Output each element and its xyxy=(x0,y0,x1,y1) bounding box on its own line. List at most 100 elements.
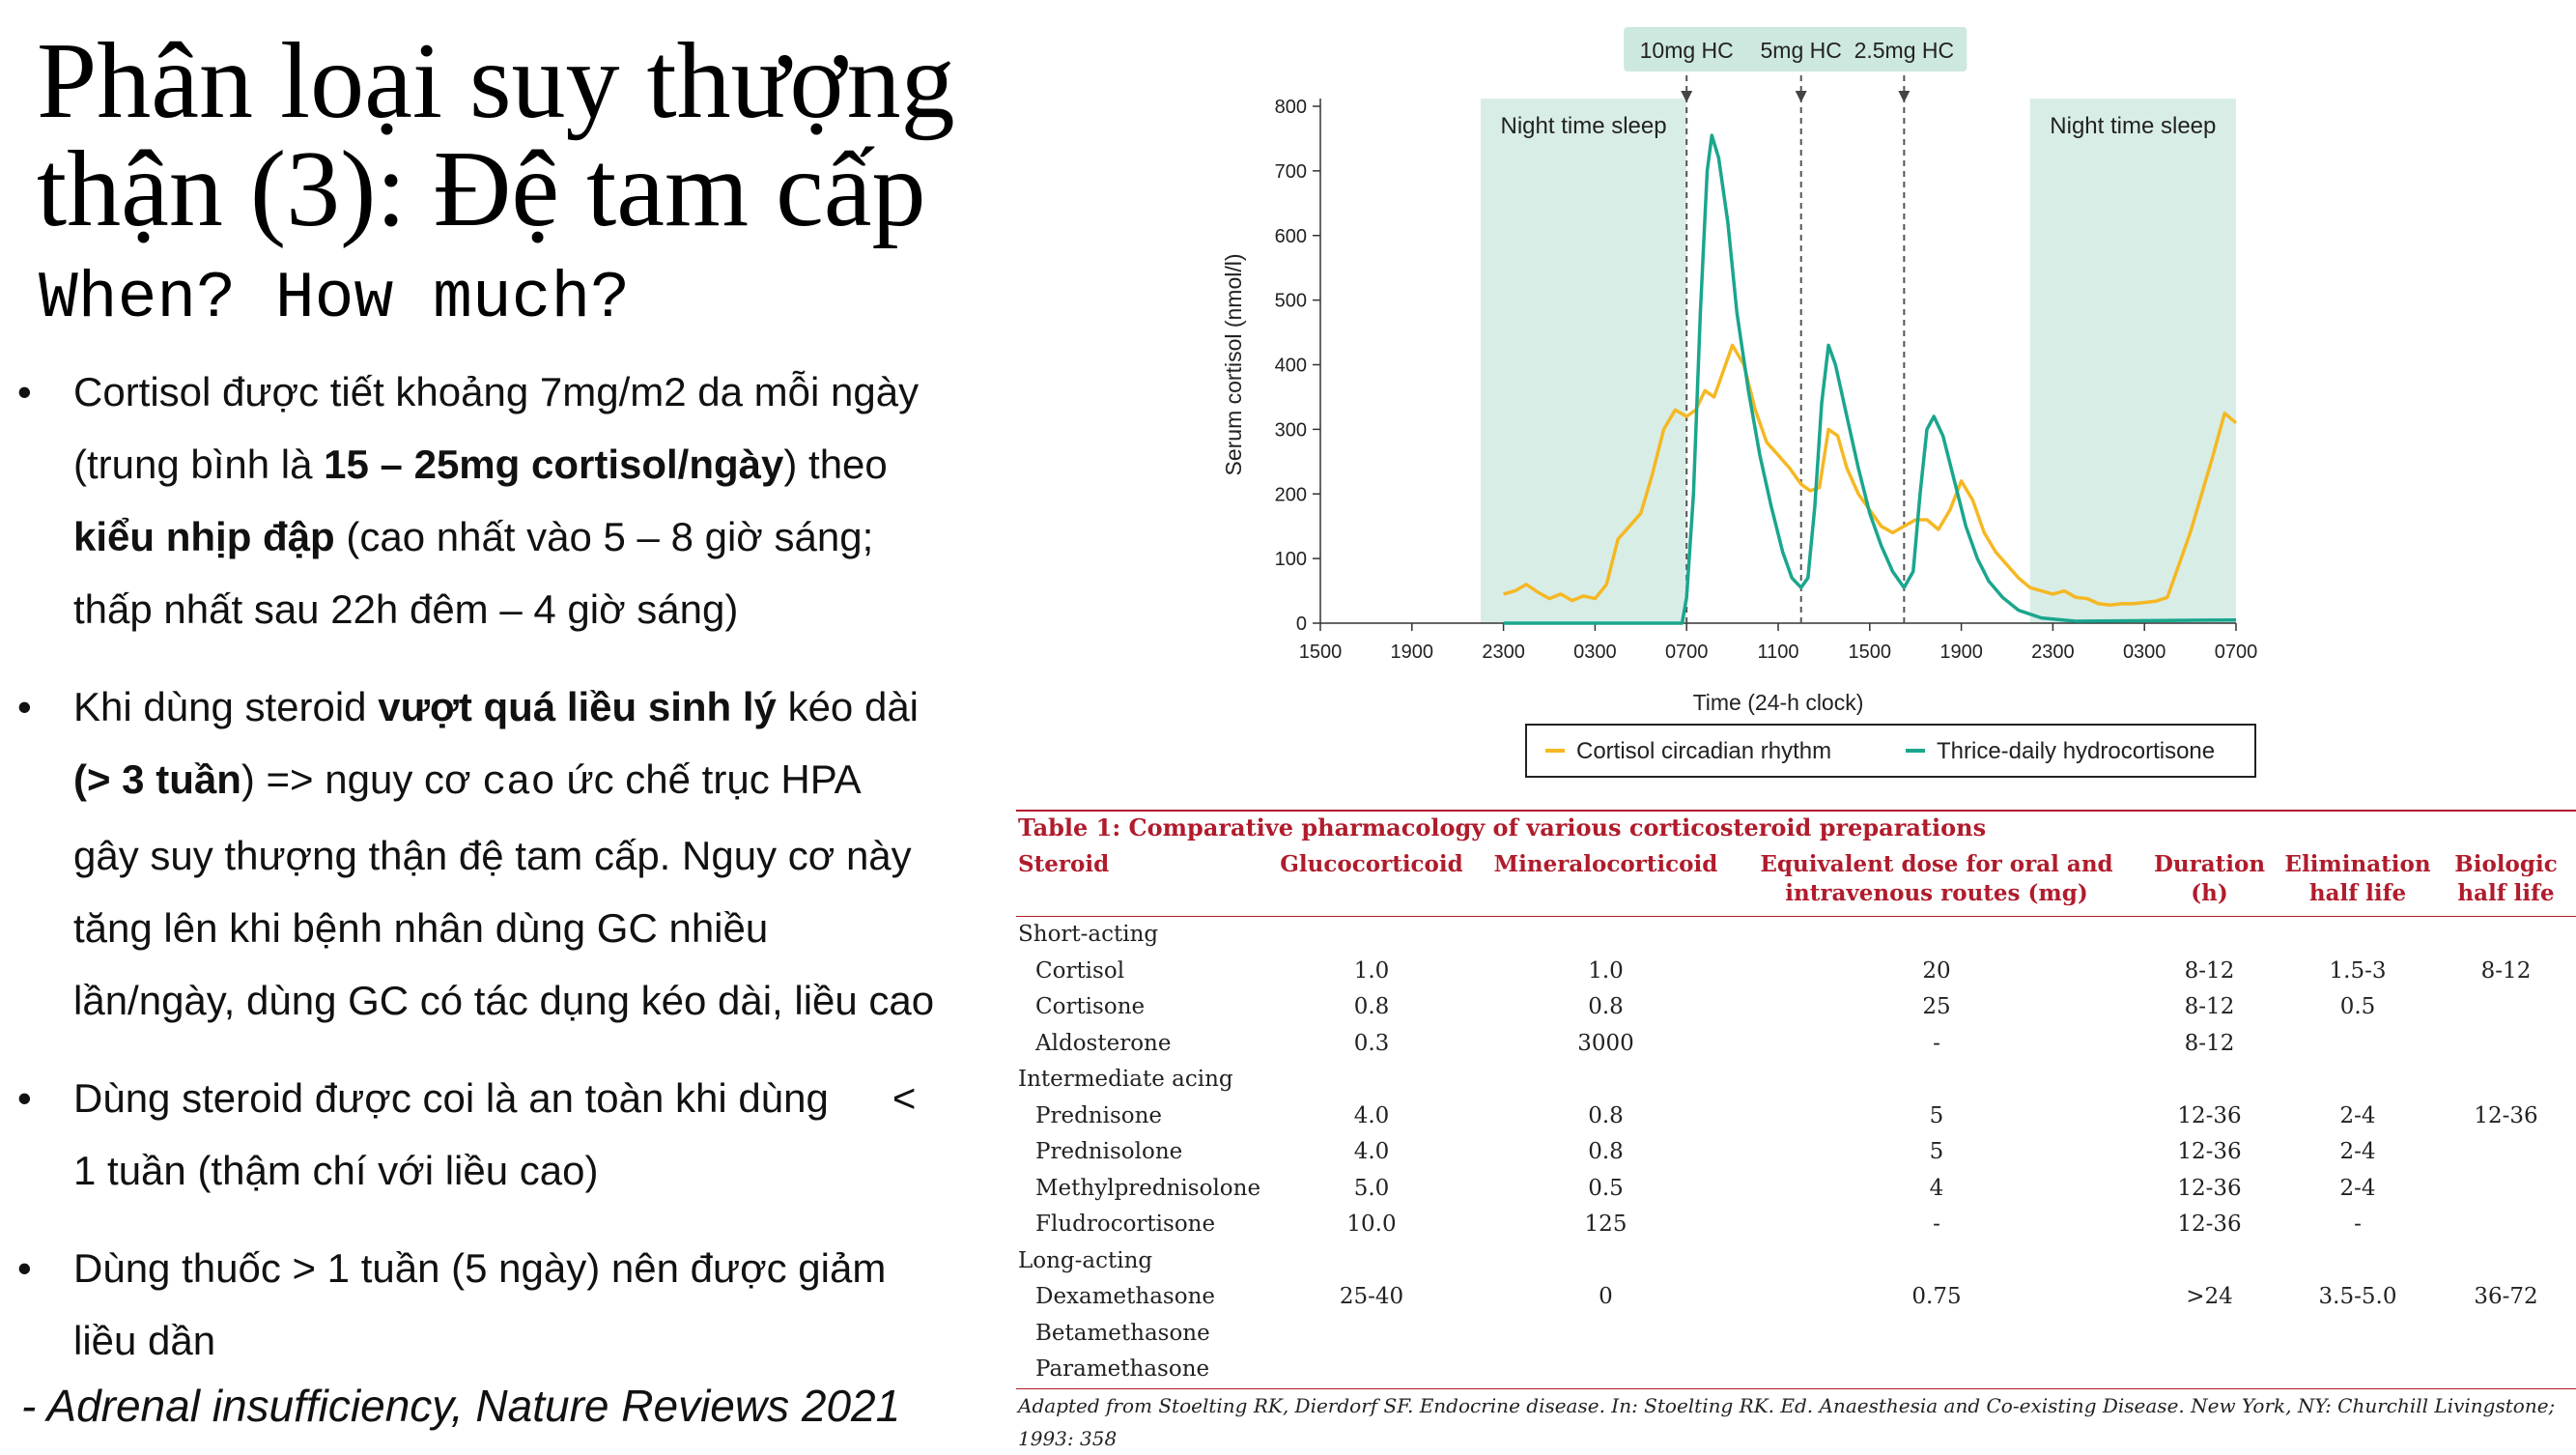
table-header-row: Steroid Glucocorticoid Mineralocorticoid Eq… xyxy=(1016,844,2576,917)
table-cell: 4 xyxy=(1929,1175,1944,1201)
table-cell: 0.3 xyxy=(1353,1030,1390,1056)
series-line-0 xyxy=(1503,343,2238,608)
bullet-line: Khi dùng steroid vượt quá liều sinh lý k… xyxy=(73,670,1003,743)
dose-marker-label: 2.5mg HC xyxy=(1854,38,1955,63)
bullet-line: kiểu nhịp đập (cao nhất vào 5 – 8 giờ sá… xyxy=(73,500,1003,573)
dose-marker-label: 5mg HC xyxy=(1761,38,1842,63)
header-text-line: Steroid xyxy=(1018,851,1110,877)
y-tick-label: 300 xyxy=(1275,419,1307,441)
x-tick-label: 1500 xyxy=(1299,642,1343,663)
table-cell: >24 xyxy=(2186,1284,2233,1309)
dose-marker-box xyxy=(1841,27,1967,71)
table-cell xyxy=(2436,1352,2576,1389)
x-tick-label: 1100 xyxy=(1757,642,1798,663)
table-cell-steroid: Cortisol xyxy=(1035,957,1125,984)
table-group-label: Long-acting xyxy=(1018,1247,1153,1273)
header-text-line: half life xyxy=(2457,880,2555,906)
table-cell xyxy=(2436,989,2576,1026)
header-text-line: Elimination xyxy=(2284,851,2431,877)
table-cell: 0.5 xyxy=(2339,994,2376,1019)
text-run: ức chế trục HPA xyxy=(554,756,862,802)
slide-subtitle: When? How much? xyxy=(39,262,631,336)
bullet-item: • Khi dùng steroid vượt quá liều sinh lý… xyxy=(17,670,1003,1037)
table-header-cell: Mineralocorticoid xyxy=(1478,844,1734,917)
x-tick-label: 1900 xyxy=(1391,642,1434,663)
series-line-1 xyxy=(1503,133,2237,625)
table-cell: 12-36 xyxy=(2177,1212,2242,1237)
night-sleep-label: Night time sleep xyxy=(1501,113,1667,139)
table-cell-steroid: Fludrocortisone xyxy=(1035,1212,1216,1237)
x-tick-label: 2300 xyxy=(1482,642,1525,663)
table-cell xyxy=(1478,1316,1734,1353)
table-cell: - xyxy=(1933,1030,1940,1056)
table-row: Paramethasone xyxy=(1016,1352,2576,1389)
table-row: Methylprednisolone 5.0 0.5 4 12-36 2-4 xyxy=(1016,1171,2576,1208)
text-run: (trung bình là xyxy=(73,442,325,487)
dose-marker-arrow-icon xyxy=(1898,91,1911,102)
pharmacology-table: Table 1: Comparative pharmacology of var… xyxy=(1016,810,2576,1455)
bullet-line: 1 tuần (thậm chí với liều cao) xyxy=(73,1148,599,1193)
y-tick-label: 400 xyxy=(1275,356,1307,377)
table-cell: 4.0 xyxy=(1353,1139,1390,1164)
x-tick-label: 0300 xyxy=(2123,642,2166,663)
table-cell: 0.8 xyxy=(1588,1139,1624,1164)
table-cell: 2-4 xyxy=(2339,1175,2376,1201)
dose-marker-arrow-icon xyxy=(1795,91,1807,102)
table-cell: 8-12 xyxy=(2184,1030,2235,1056)
table-cell: 25 xyxy=(1922,994,1951,1019)
dose-marker-arrow-icon xyxy=(1681,91,1693,102)
bullet-dot: • xyxy=(17,369,32,414)
table-group-row: Long-acting xyxy=(1016,1243,2576,1280)
legend-label: Thrice-daily hydrocortisone xyxy=(1937,738,2215,764)
citation: - Adrenal insufficiency, Nature Reviews … xyxy=(21,1381,901,1431)
table-cell: 36-72 xyxy=(2474,1284,2538,1309)
table-cell xyxy=(1265,1316,1478,1353)
table-cell xyxy=(2436,1316,2576,1353)
table-cell: 0.75 xyxy=(1911,1284,1962,1309)
table-cell-steroid: Betamethasone xyxy=(1035,1320,1210,1346)
table-header-cell: Steroid xyxy=(1016,844,1265,917)
table-row: Dexamethasone 25-40 0 0.75 >24 3.5-5.0 36-72 xyxy=(1016,1279,2576,1316)
bold-text-run: vượt quá liều sinh lý xyxy=(378,684,777,729)
y-tick-label: 500 xyxy=(1275,291,1307,312)
table-header-cell: Equivalent dose for oral and intravenous … xyxy=(1734,844,2139,917)
table-cell: 8-12 xyxy=(2184,994,2235,1019)
table-cell: 1.0 xyxy=(1353,957,1390,984)
bullet-line: tăng lên khi bệnh nhân dùng GC nhiều xyxy=(73,905,769,951)
bullet-line: liều dần xyxy=(73,1318,216,1363)
table-title: Table 1: Comparative pharmacology of var… xyxy=(1016,810,2576,844)
y-tick-label: 600 xyxy=(1275,226,1307,247)
bullet-dot: • xyxy=(17,1075,32,1121)
x-tick-label: 2300 xyxy=(2031,642,2075,663)
table-cell: 125 xyxy=(1584,1212,1628,1237)
header-text-line: Duration xyxy=(2153,851,2266,877)
night-sleep-label: Night time sleep xyxy=(2050,113,2216,139)
y-axis-label: Serum cortisol (nmol/l) xyxy=(1221,253,1246,475)
table-row: Cortisone 0.8 0.8 25 8-12 0.5 xyxy=(1016,989,2576,1026)
bullet-dot: • xyxy=(17,684,32,729)
bold-text-run: 15 – 25mg cortisol/ngày xyxy=(324,442,784,487)
table-cell: - xyxy=(2354,1212,2362,1237)
table-cell xyxy=(2436,1026,2576,1063)
table-cell xyxy=(2436,1134,2576,1171)
cortisol-chart: Night time sleep Night time sleep 0 100 200 3… xyxy=(1221,27,2257,778)
table-cell: 25-40 xyxy=(1339,1284,1404,1309)
header-text-line: half life xyxy=(2308,880,2407,906)
bullet-item: • Dùng thuốc > 1 tuần (5 ngày) nên được … xyxy=(17,1232,1003,1377)
text-run: Khi dùng steroid xyxy=(73,684,379,729)
corticosteroid-table: Steroid Glucocorticoid Mineralocorticoid Eq… xyxy=(1016,844,2576,1389)
header-text-line: Glucocorticoid xyxy=(1280,851,1463,877)
table-group-row: Intermediate acing xyxy=(1016,1062,2576,1098)
text-run: ) => nguy cơ xyxy=(241,756,483,802)
y-tick-label: 700 xyxy=(1275,161,1307,183)
legend-box xyxy=(1525,724,2256,778)
table-cell: 0.5 xyxy=(1588,1175,1624,1201)
table-cell xyxy=(1734,1352,2139,1389)
text-run: Dùng steroid được coi là an toàn khi dùn… xyxy=(73,1075,829,1121)
table-cell xyxy=(2279,1026,2436,1063)
bullet-list: • Cortisol được tiết khoảng 7mg/m2 da mỗ… xyxy=(17,356,1003,1402)
dose-marker-box xyxy=(1738,27,1864,71)
table-cell-steroid: Prednisolone xyxy=(1035,1139,1183,1164)
bullet-line: thấp nhất sau 22h đêm – 4 giờ sáng) xyxy=(73,586,739,632)
header-text-line: Equivalent dose for oral and xyxy=(1760,851,2113,877)
